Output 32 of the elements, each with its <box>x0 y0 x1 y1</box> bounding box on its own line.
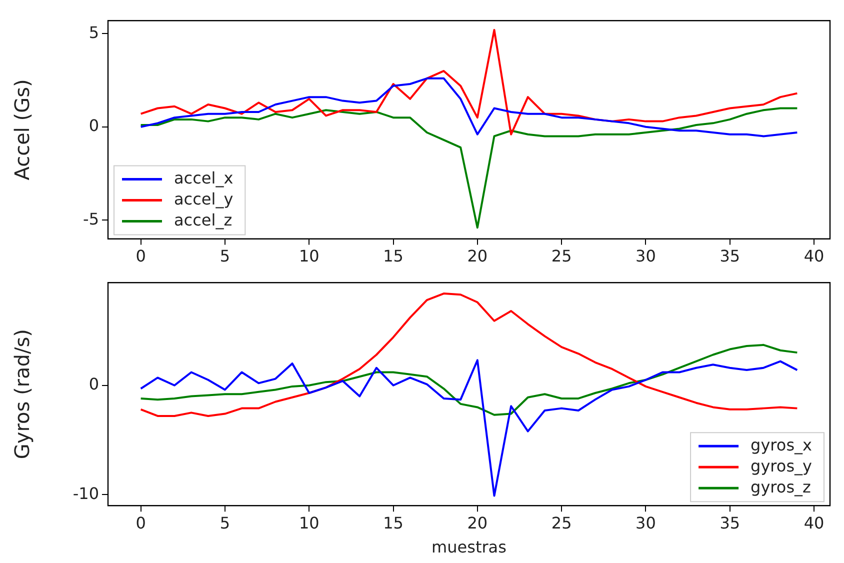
y-tick-label: -5 <box>83 209 99 228</box>
legend-label: gyros_y <box>750 456 812 476</box>
legend-label: gyros_z <box>750 477 811 496</box>
x-tick-label: 20 <box>467 246 488 266</box>
y-axis-title: Gyros (rad/s) <box>10 329 34 460</box>
x-tick-label: 30 <box>636 246 656 266</box>
y-tick-label: 0 <box>88 374 99 394</box>
x-tick-label: 10 <box>298 246 320 266</box>
y-tick-label: -10 <box>72 484 99 503</box>
x-tick-label: 15 <box>383 513 404 532</box>
legend-label: accel_x <box>174 168 234 188</box>
legend-label: gyros_x <box>750 435 812 454</box>
x-tick-label: 0 <box>136 513 146 532</box>
y-tick-label: 5 <box>88 22 99 42</box>
x-tick-label: 25 <box>551 246 572 266</box>
x-tick-label: 40 <box>804 513 824 532</box>
x-tick-label: 35 <box>720 513 740 532</box>
x-tick-label: 10 <box>298 513 320 532</box>
y-tick-label: 0 <box>88 116 99 136</box>
x-tick-label: 35 <box>720 246 740 266</box>
y-axis-title: Accel (Gs) <box>10 79 34 180</box>
legend-label: accel_y <box>174 189 234 208</box>
x-tick-label: 15 <box>383 246 404 266</box>
x-axis-title: muestras <box>432 538 506 557</box>
x-tick-label: 30 <box>636 513 656 532</box>
x-tick-label: 0 <box>136 246 146 266</box>
x-tick-label: 40 <box>804 246 824 266</box>
x-tick-label: 20 <box>467 513 488 532</box>
x-tick-label: 5 <box>220 513 230 532</box>
x-tick-label: 5 <box>220 246 230 266</box>
x-tick-label: 25 <box>551 513 572 532</box>
legend-label: accel_z <box>174 210 232 230</box>
